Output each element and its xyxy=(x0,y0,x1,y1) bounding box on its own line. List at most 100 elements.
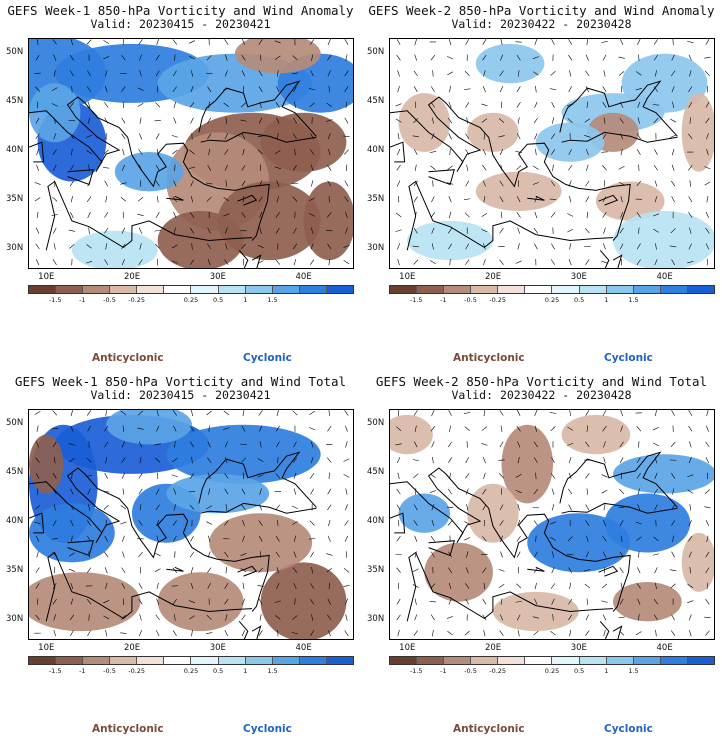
wind-vector xyxy=(671,473,676,479)
wind-vector xyxy=(276,196,280,203)
wind-vector xyxy=(585,551,589,558)
y-tick-label: 30N xyxy=(367,614,385,625)
wind-vector xyxy=(35,133,40,140)
wind-vector xyxy=(156,196,159,203)
wind-vector xyxy=(207,243,212,250)
wind-vector xyxy=(447,71,453,76)
wind-vector xyxy=(534,39,538,46)
wind-vector xyxy=(53,54,57,61)
wind-vector xyxy=(257,244,264,249)
wind-vector xyxy=(535,85,537,93)
wind-vector xyxy=(689,117,691,124)
wind-vector xyxy=(414,598,417,605)
wind-vector xyxy=(396,457,401,464)
wind-vector xyxy=(156,39,159,46)
wind-vector xyxy=(120,632,127,634)
wind-vector xyxy=(35,472,40,479)
wind-vector xyxy=(568,39,573,45)
wind-vector xyxy=(568,598,573,605)
wind-vector xyxy=(292,133,297,140)
wind-vector xyxy=(584,118,591,123)
wind-vector xyxy=(672,39,674,46)
wind-vector xyxy=(413,149,418,155)
x-tick-label: 30E xyxy=(570,272,587,282)
wind-vector xyxy=(566,553,574,556)
wind-vector xyxy=(191,456,193,464)
wind-vector xyxy=(430,212,436,218)
x-tick-label: 20E xyxy=(123,643,141,653)
wind-vector xyxy=(172,410,177,416)
wind-vector xyxy=(35,457,40,463)
wind-vector xyxy=(465,259,470,265)
wind-vector xyxy=(51,428,58,430)
wind-vector xyxy=(637,567,641,574)
wind-vector xyxy=(567,228,574,233)
y-tick-label: 50N xyxy=(6,417,24,428)
colorbar-tick-label: -1.5 xyxy=(48,296,62,304)
wind-vector xyxy=(259,488,262,495)
wind-vector xyxy=(430,86,435,93)
wind-vector xyxy=(189,149,195,155)
wind-vector xyxy=(532,616,540,619)
wind-vector xyxy=(154,443,161,446)
wind-vector xyxy=(586,39,589,46)
wind-vector xyxy=(551,117,555,124)
wind-vector xyxy=(52,410,58,416)
wind-vector xyxy=(636,583,641,589)
wind-vector xyxy=(327,630,331,637)
wind-vector xyxy=(533,165,539,170)
wind-vector xyxy=(516,212,521,218)
wind-vector xyxy=(155,133,160,140)
wind-vector xyxy=(637,101,641,108)
wind-vector xyxy=(534,582,537,590)
colorbar-tick-label: -0.25 xyxy=(128,667,146,675)
wind-vector xyxy=(414,425,417,432)
chart-title: GEFS Week-2 850-hPa Vorticity and Wind A… xyxy=(368,3,715,18)
y-tick-label: 50N xyxy=(367,46,385,57)
wind-vector xyxy=(34,505,41,510)
chart-title: GEFS Week-2 850-hPa Vorticity and Wind T… xyxy=(375,374,708,389)
wind-vector xyxy=(655,70,657,77)
wind-vector xyxy=(500,535,503,542)
colorbar-tick-label: -1.5 xyxy=(409,296,423,304)
wind-vector xyxy=(465,133,470,140)
colorbar-tick-label: -1.5 xyxy=(409,667,423,675)
wind-vector xyxy=(35,614,40,621)
wind-vector xyxy=(308,88,316,91)
wind-vector xyxy=(173,180,177,187)
wind-vector xyxy=(189,212,195,218)
wind-vector xyxy=(498,568,505,572)
wind-vector xyxy=(345,54,348,61)
wind-vector xyxy=(36,211,39,219)
wind-vector xyxy=(188,600,196,604)
wind-vector xyxy=(277,456,279,464)
wind-vector xyxy=(601,151,608,153)
colorbar-tick-label: -1.5 xyxy=(48,667,62,675)
colorbar-swatch xyxy=(687,286,714,293)
colorbar xyxy=(28,285,354,294)
wind-vector xyxy=(483,259,486,266)
wind-vector xyxy=(155,102,161,108)
wind-vector xyxy=(189,102,195,108)
wind-vector xyxy=(516,54,521,61)
wind-vector xyxy=(533,71,539,76)
colorbar-swatch xyxy=(299,657,327,664)
wind-vector xyxy=(584,228,590,234)
wind-vector xyxy=(414,39,417,46)
colorbar-tick-label: 1 xyxy=(604,296,609,304)
wind-vector xyxy=(687,261,694,264)
map-plot-area xyxy=(389,38,715,269)
wind-vector xyxy=(706,425,709,432)
wind-vector xyxy=(483,196,486,203)
wind-vector xyxy=(705,243,710,250)
wind-vector xyxy=(635,87,642,91)
wind-vector xyxy=(274,149,281,155)
wind-vector xyxy=(549,412,557,414)
wind-vector xyxy=(345,211,348,219)
wind-vector xyxy=(137,427,144,430)
wind-vector xyxy=(258,117,263,124)
wind-vector xyxy=(671,196,675,203)
wind-vector xyxy=(653,488,659,495)
wind-vector xyxy=(259,504,262,511)
colorbar-tick-label: 1.5 xyxy=(628,667,639,675)
